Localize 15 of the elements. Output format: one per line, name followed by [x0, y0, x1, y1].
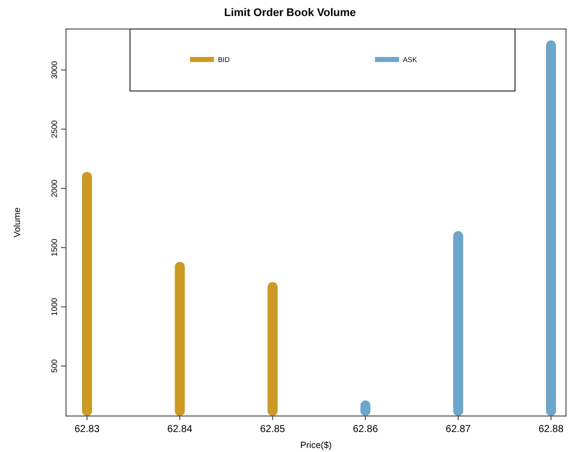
y-tick-label: 1000 [50, 297, 59, 316]
x-tick-label: 62.87 [446, 424, 472, 435]
y-tick-label: 2000 [50, 178, 59, 198]
x-tick-label: 62.83 [74, 424, 100, 435]
chart-title: Limit Order Book Volume [224, 7, 356, 19]
y-axis-title: Volume [12, 207, 22, 238]
y-tick-label: 500 [50, 358, 59, 373]
y-tick-label: 1500 [50, 238, 59, 257]
x-tick-label: 62.86 [352, 424, 378, 435]
x-tick-label: 62.84 [167, 424, 193, 435]
x-axis-title: Price($) [300, 440, 332, 450]
y-tick-label: 2500 [50, 120, 59, 138]
x-tick-label: 62.85 [260, 424, 286, 435]
x-tick-label: 62.88 [538, 424, 564, 435]
y-tick-label: 3000 [50, 60, 59, 79]
